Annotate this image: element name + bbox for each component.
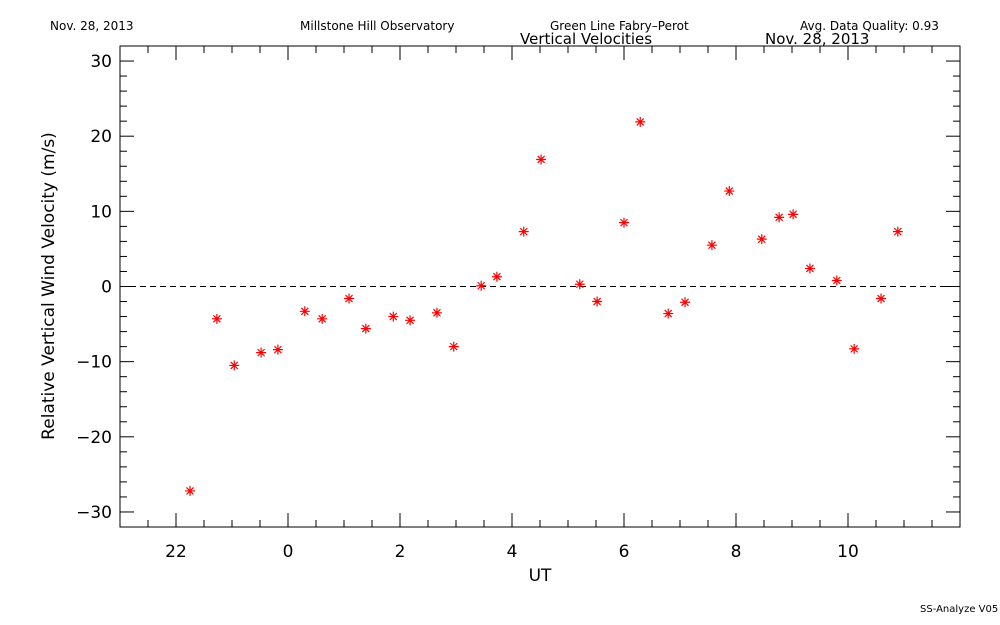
data-point <box>592 296 603 307</box>
data-point <box>756 234 767 245</box>
data-point <box>388 311 399 322</box>
y-tick-label: −30 <box>76 503 112 523</box>
data-point <box>804 263 815 274</box>
data-point <box>317 313 328 324</box>
x-tick-label: 22 <box>165 542 187 562</box>
y-tick-label: −20 <box>76 428 112 448</box>
data-point <box>518 226 529 237</box>
data-point <box>229 360 240 371</box>
data-point <box>680 297 691 308</box>
x-tick-label: 6 <box>619 542 630 562</box>
data-point <box>360 323 371 334</box>
data-point <box>491 271 502 282</box>
footer: SS-Analyze V05 <box>920 604 998 615</box>
data-point <box>635 116 646 127</box>
data-point <box>788 209 799 220</box>
data-point <box>405 315 416 326</box>
chart-title: Vertical Velocities <box>520 30 652 48</box>
x-tick-label: 10 <box>837 542 859 562</box>
x-tick-label: 2 <box>395 542 406 562</box>
data-point <box>211 313 222 324</box>
header-observatory: Millstone Hill Observatory <box>300 19 454 33</box>
header-instrument: Green Line Fabry–Perot <box>550 19 689 33</box>
data-point <box>185 485 195 496</box>
data-point <box>706 240 717 251</box>
x-tick-label: 0 <box>283 542 294 562</box>
data-point <box>774 212 785 223</box>
x-tick-label: 4 <box>507 542 518 562</box>
y-tick-label: 30 <box>90 52 112 72</box>
data-point <box>476 280 487 291</box>
data-point <box>892 226 903 237</box>
data-point <box>344 293 355 304</box>
x-tick-label: 8 <box>731 542 742 562</box>
y-tick-label: 0 <box>101 278 112 298</box>
data-point <box>256 347 267 358</box>
y-tick-label: 10 <box>90 202 112 222</box>
chart-subtitle: Nov. 28, 2013 <box>765 30 869 48</box>
header-quality: Avg. Data Quality: 0.93 <box>800 19 939 33</box>
data-point <box>724 186 735 197</box>
header-date: Nov. 28, 2013 <box>50 19 134 33</box>
data-point <box>876 293 887 304</box>
x-axis-label: UT <box>529 566 552 586</box>
y-axis-label: Relative Vertical Wind Velocity (m/s) <box>39 132 59 440</box>
data-point <box>663 308 674 319</box>
y-tick-label: 20 <box>90 127 112 147</box>
data-point <box>536 154 547 165</box>
data-point <box>574 279 585 290</box>
data-point <box>619 217 629 228</box>
data-point <box>831 275 842 286</box>
data-point <box>272 344 283 355</box>
data-point <box>299 306 310 317</box>
data-point <box>448 341 459 352</box>
data-point <box>849 343 860 354</box>
data-point <box>431 307 442 318</box>
y-tick-label: −10 <box>76 353 112 373</box>
